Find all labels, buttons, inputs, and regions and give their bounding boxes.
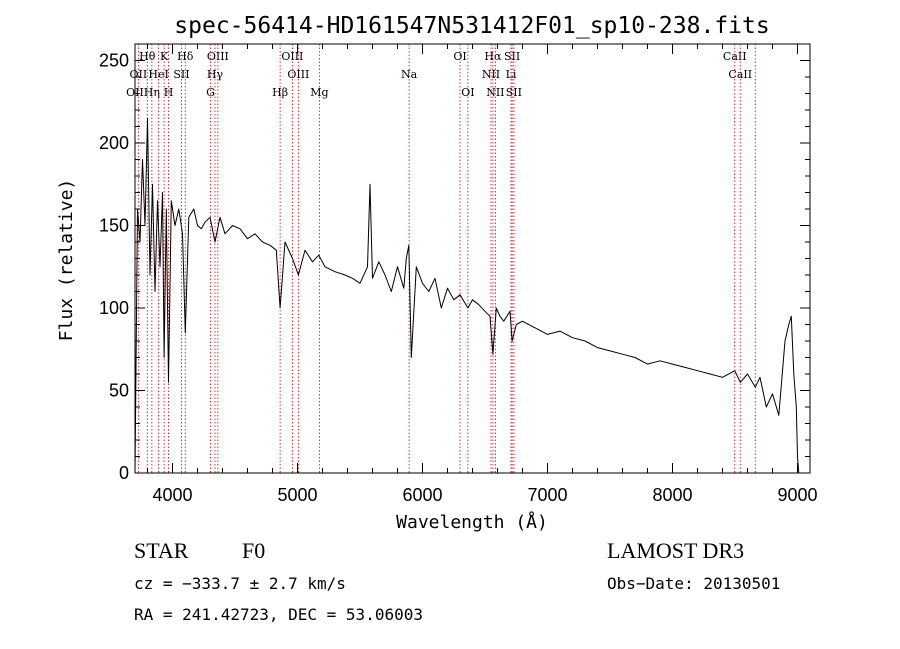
y-tick-label: 50 <box>109 381 129 401</box>
line-id-label: K <box>160 50 169 63</box>
line-id-label: CaII <box>743 0 767 3</box>
y-tick-label: 250 <box>99 51 129 71</box>
line-id-label: Hβ <box>272 86 288 99</box>
line-id-label: Na <box>401 68 418 81</box>
line-id-label: OIII <box>281 50 303 63</box>
line-id-label: Hα <box>484 50 502 63</box>
x-axis-label: Wavelength (Å) <box>396 511 548 533</box>
plot-frame <box>134 43 811 474</box>
line-id-label: OI <box>461 86 474 99</box>
x-tick-label: 9000 <box>777 485 817 505</box>
line-id-label: OI <box>453 50 466 63</box>
line-id-label: Hγ <box>207 68 224 81</box>
line-id-label: NII <box>482 68 500 81</box>
y-tick-label: 200 <box>99 133 129 153</box>
y-axis-label: Flux (relative) <box>56 179 77 342</box>
spectrum-series <box>134 117 800 474</box>
x-tick-label: 7000 <box>527 485 567 505</box>
line-id-label: Hδ <box>177 50 194 63</box>
x-tick-label: 5000 <box>277 485 317 505</box>
line-id-label: CaII <box>723 50 747 63</box>
spectrum-line <box>134 117 800 474</box>
line-id-label: H <box>164 86 174 99</box>
line-id-label: SII <box>506 86 522 99</box>
survey-name: LAMOST DR3 <box>607 538 744 563</box>
line-id-label: NII <box>486 86 504 99</box>
object-class: STAR <box>134 538 189 563</box>
line-id-label: SII <box>504 50 520 63</box>
x-tick-label: 8000 <box>652 485 692 505</box>
line-id-label: G <box>206 86 215 99</box>
line-id-label: SII <box>173 68 189 81</box>
line-id-label: OIII <box>207 50 229 63</box>
coordinates: RA = 241.42723, DEC = 53.06003 <box>134 605 423 624</box>
line-id-label: Hη <box>144 86 160 99</box>
line-id-label: Hθ <box>139 50 156 63</box>
line-id-label: OIII <box>287 68 309 81</box>
obs-date: Obs−Date: 20130501 <box>607 574 780 593</box>
redshift-cz: cz = −333.7 ± 2.7 km/s <box>134 574 346 593</box>
y-tick-label: 100 <box>99 298 129 318</box>
line-id-label: Li <box>506 68 517 81</box>
y-tick-label: 150 <box>99 216 129 236</box>
axis-ticks: 4000 5000 6000 7000 8000 9000 0 50 100 150 200 250 <box>99 44 818 505</box>
plot-axes <box>134 43 811 474</box>
line-id-label: CaII <box>728 68 752 81</box>
y-tick-label: 0 <box>119 463 129 483</box>
subclass: F0 <box>242 538 265 563</box>
line-id-label: OII <box>130 68 148 81</box>
line-id-label: Mg <box>310 86 328 99</box>
chart-title: spec-56414-HD161547N531412F01_sp10-238.f… <box>174 13 769 39</box>
x-tick-label: 4000 <box>152 485 192 505</box>
line-id-label: HeI <box>148 68 168 81</box>
x-tick-label: 6000 <box>402 485 442 505</box>
